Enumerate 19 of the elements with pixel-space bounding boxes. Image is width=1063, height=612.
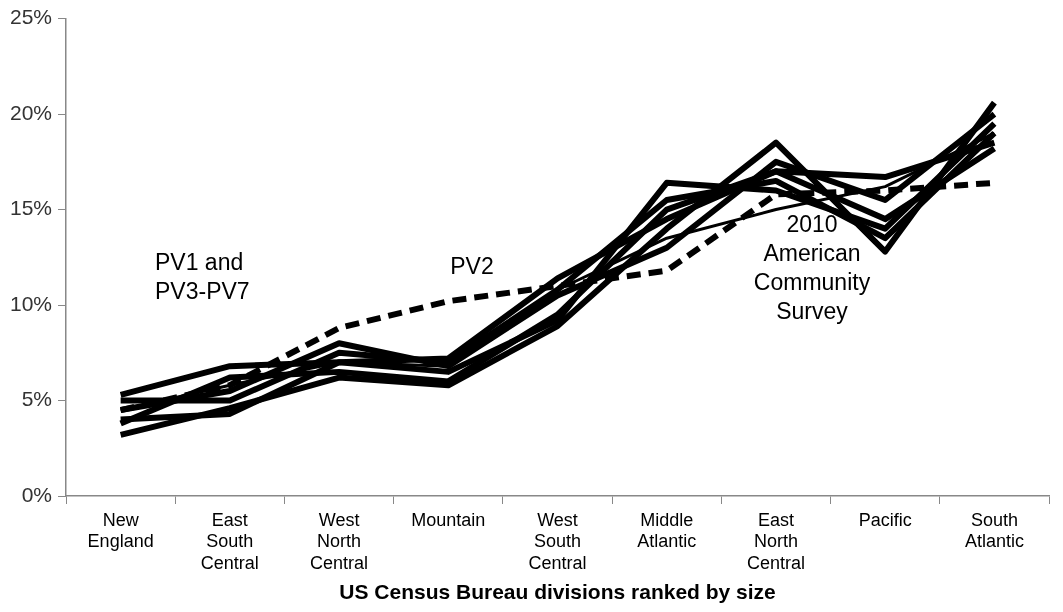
x-tick-label: Mountain [411, 509, 486, 530]
x-tick-label: East North Central [746, 509, 805, 573]
x-tick-label: New England [87, 509, 154, 552]
x-tick-label: East South Central [200, 509, 259, 573]
annotation: PV1 and PV3-PV7 [155, 248, 250, 304]
x-tick-label: West South Central [528, 509, 587, 573]
y-tick-label: 0% [21, 482, 53, 506]
y-tick-label: 10% [10, 291, 53, 315]
y-tick-label: 5% [21, 387, 53, 411]
y-tick-label: 25% [10, 5, 53, 29]
y-tick-label: 20% [10, 100, 53, 124]
x-axis-title: US Census Bureau divisions ranked by size [339, 580, 776, 604]
annotation: PV2 [450, 252, 494, 279]
x-tick-label: Pacific [858, 509, 912, 530]
x-tick-label: West North Central [310, 509, 369, 573]
annotation: 2010 American Community Survey [753, 210, 871, 324]
x-tick-label: South Atlantic [964, 509, 1024, 552]
y-tick-label: 15% [10, 196, 53, 220]
x-tick-label: Middle Atlantic [637, 509, 697, 552]
